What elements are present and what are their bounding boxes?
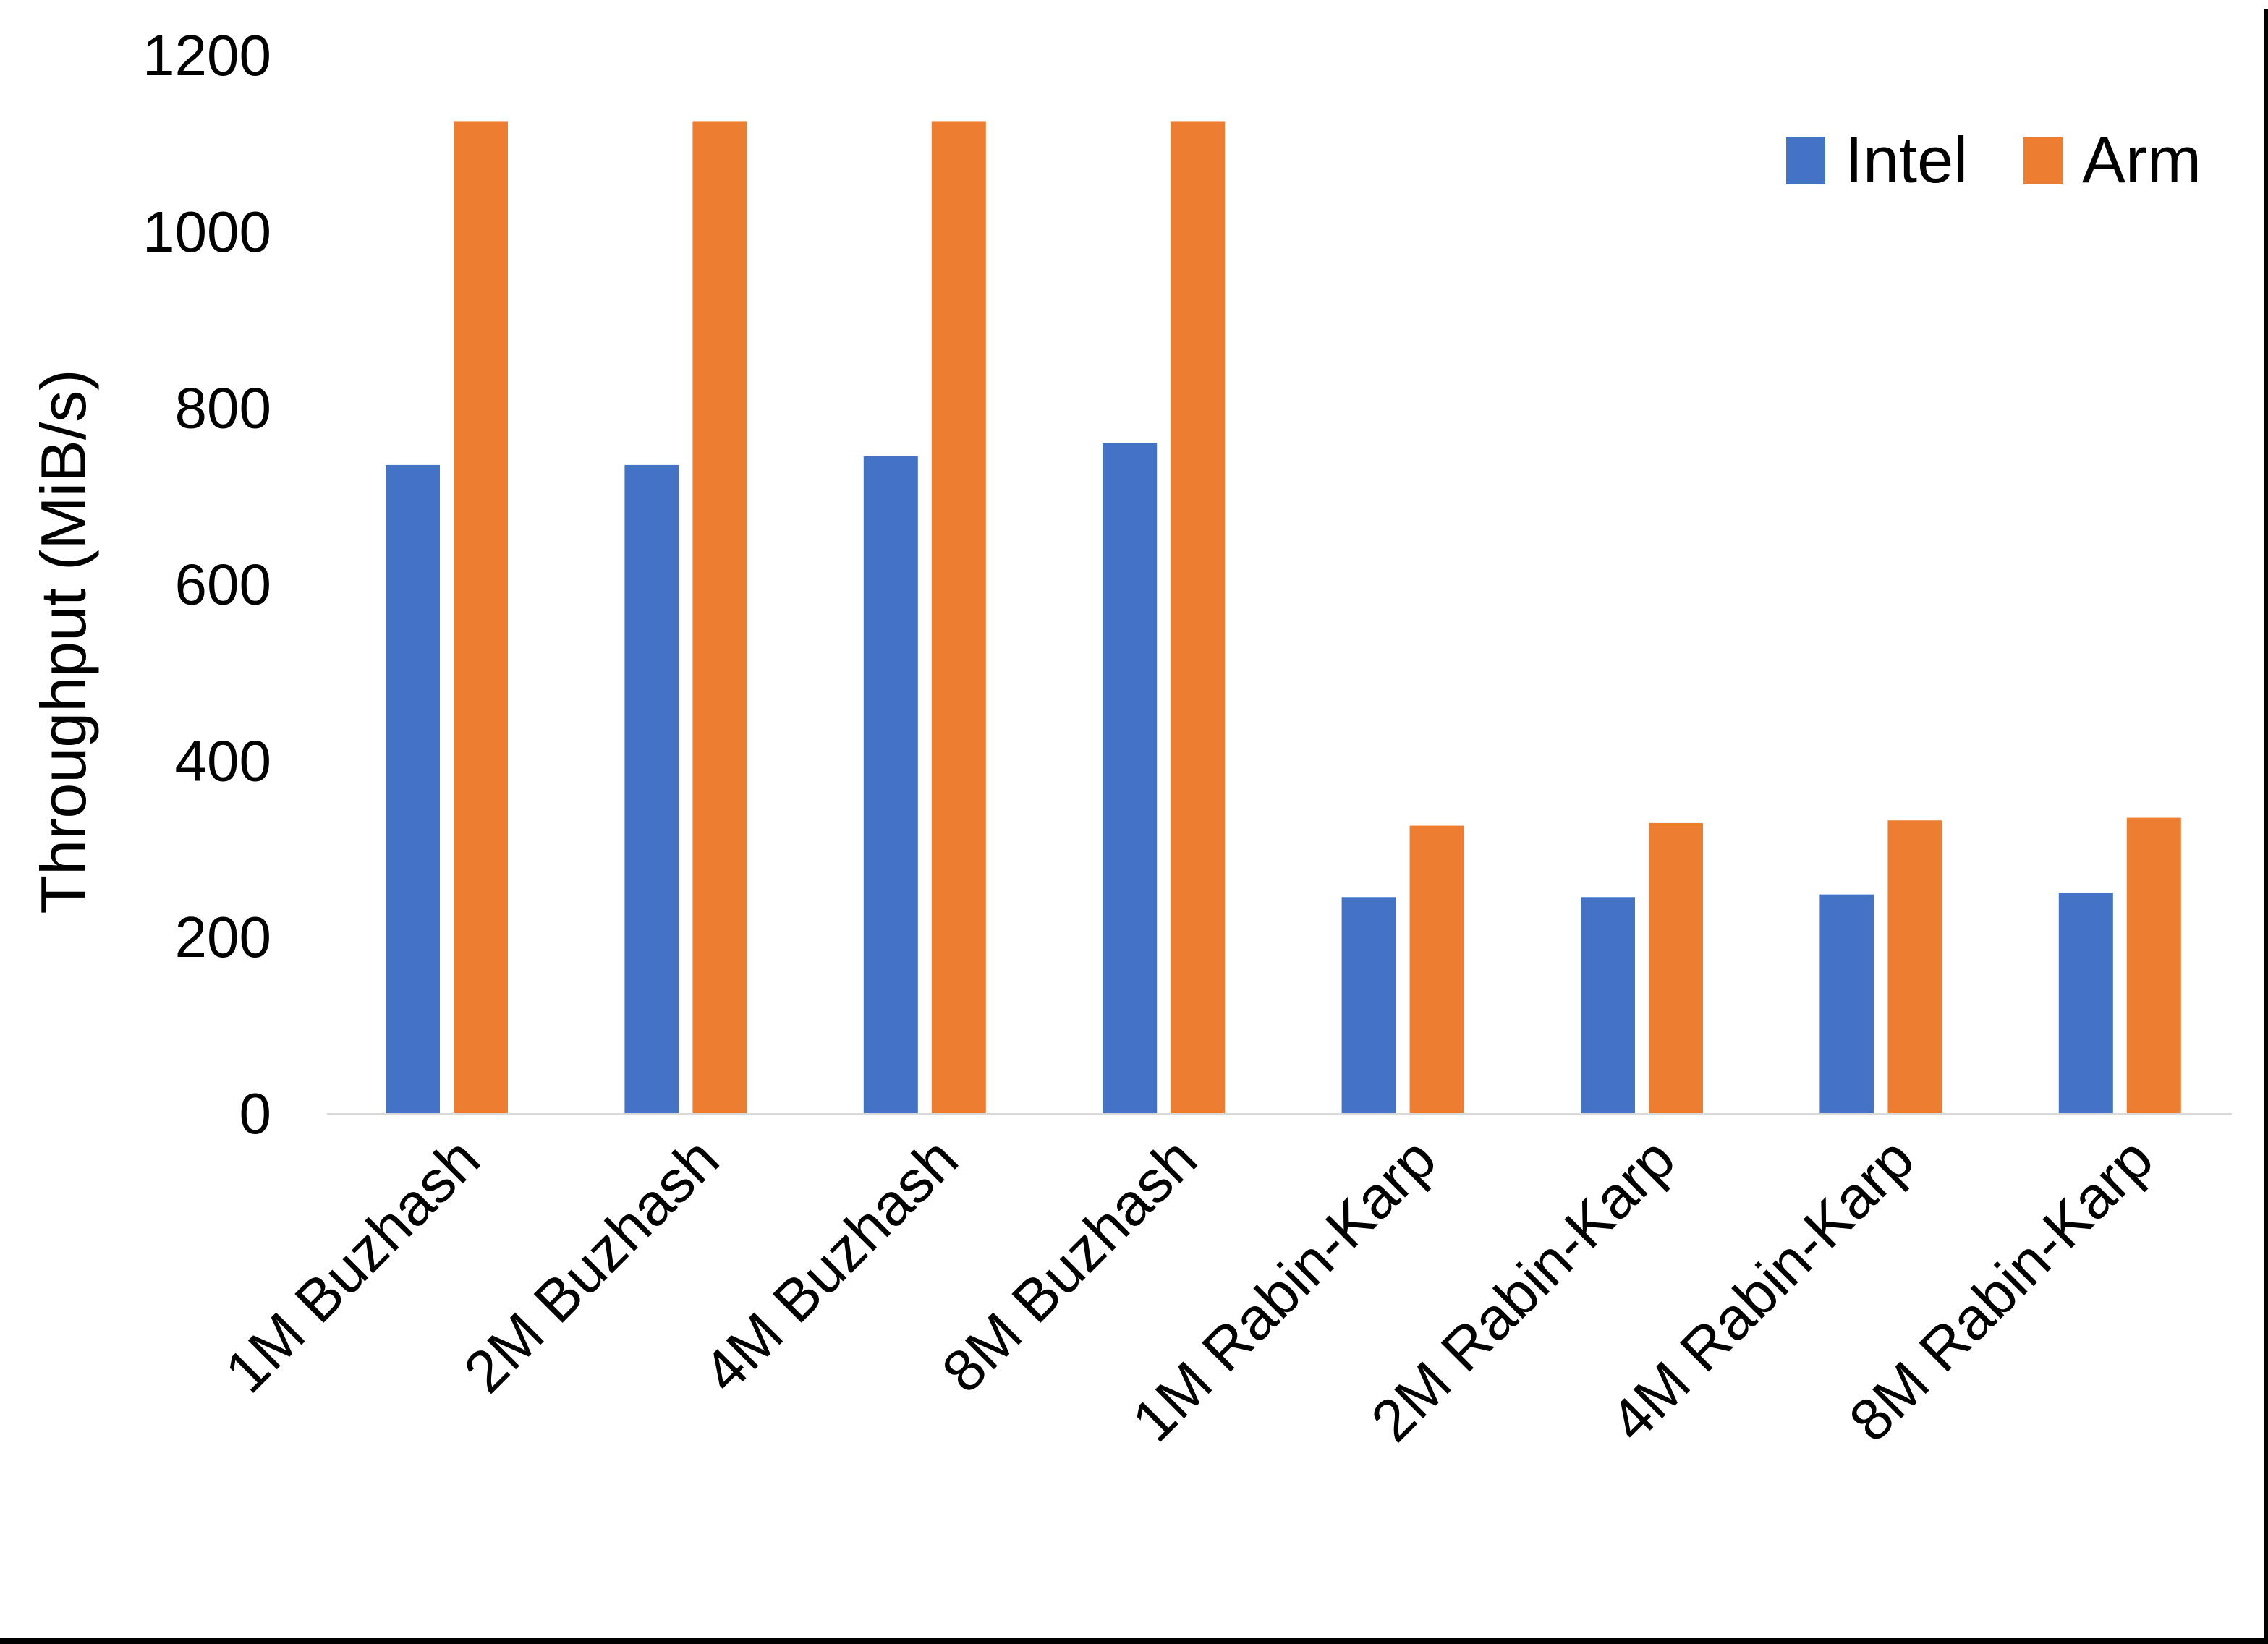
y-tick-label-600: 600 bbox=[175, 553, 271, 617]
bar-intel-4 bbox=[1341, 897, 1396, 1113]
legend-label-intel: Intel bbox=[1845, 124, 1968, 197]
y-tick-label-1000: 1000 bbox=[143, 200, 271, 264]
right-border bbox=[2264, 9, 2268, 1644]
bar-arm-1 bbox=[692, 121, 747, 1113]
legend-swatch-arm bbox=[2023, 137, 2063, 184]
y-axis-tick-labels: 0 200 400 600 800 1000 1200 bbox=[143, 23, 271, 1146]
bottom-border bbox=[0, 1638, 2268, 1644]
bars-group bbox=[386, 121, 2181, 1113]
x-category-label-1: 2M Buzhash bbox=[451, 1125, 731, 1405]
bar-intel-5 bbox=[1581, 897, 1635, 1113]
legend-swatch-intel bbox=[1786, 137, 1825, 184]
bar-intel-6 bbox=[1819, 894, 1874, 1113]
bar-arm-5 bbox=[1649, 822, 1703, 1113]
legend: Intel Arm bbox=[1786, 124, 2201, 197]
bar-intel-3 bbox=[1103, 443, 1158, 1113]
bar-arm-2 bbox=[931, 121, 986, 1113]
bar-arm-6 bbox=[1887, 820, 1942, 1113]
bar-arm-3 bbox=[1171, 121, 1226, 1113]
y-tick-label-200: 200 bbox=[175, 905, 271, 969]
y-tick-label-800: 800 bbox=[175, 376, 271, 440]
x-category-label-2: 4M Buzhash bbox=[691, 1125, 971, 1405]
bar-intel-1 bbox=[624, 464, 679, 1113]
bar-intel-2 bbox=[863, 456, 918, 1113]
bar-arm-7 bbox=[2126, 817, 2181, 1113]
y-tick-label-1200: 1200 bbox=[143, 23, 271, 88]
y-axis-title: Throughput (MiB/s) bbox=[27, 369, 99, 913]
x-category-label-0: 1M Buzhash bbox=[213, 1125, 493, 1405]
bar-arm-0 bbox=[454, 121, 508, 1113]
y-tick-label-0: 0 bbox=[239, 1081, 272, 1146]
bar-intel-7 bbox=[2058, 893, 2113, 1113]
legend-label-arm: Arm bbox=[2082, 124, 2201, 197]
y-tick-label-400: 400 bbox=[175, 728, 271, 793]
bar-intel-0 bbox=[386, 464, 440, 1113]
bar-arm-4 bbox=[1409, 825, 1464, 1113]
